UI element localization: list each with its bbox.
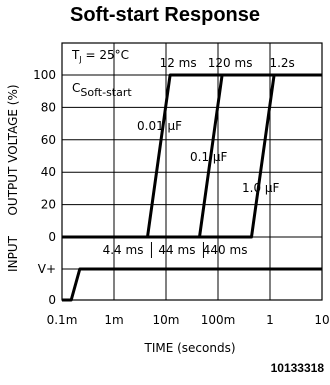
end-time-label: 120 ms (208, 56, 253, 70)
y-tick-label: 80 (41, 100, 56, 114)
x-axis-label: TIME (seconds) (143, 341, 235, 355)
delay-label: 440 ms (203, 243, 248, 257)
input-tick-label: V+ (38, 262, 56, 276)
y-tick-label: 100 (33, 68, 56, 82)
figure-id: 10133318 (270, 361, 324, 375)
y-tick-label: 0 (48, 230, 56, 244)
plot-frame (61, 42, 323, 301)
cap-label: CSoft-start (72, 81, 132, 99)
x-tick-label: 1m (104, 313, 123, 327)
y-tick-label: 40 (41, 165, 56, 179)
x-tick-label: 100m (201, 313, 236, 327)
x-tick-label: 0.1m (47, 313, 78, 327)
y-tick-label: 60 (41, 133, 56, 147)
y-axis-label-output: OUTPUT VOLTAGE (%) (6, 84, 20, 215)
curves (62, 73, 322, 302)
delay-label: 4.4 ms (103, 243, 144, 257)
capacitance-label: 0.01 μF (137, 119, 182, 133)
input-step-curve (62, 267, 322, 302)
tj-label: TJ = 25°C (71, 48, 129, 64)
chart-title: Soft-start Response (69, 4, 261, 26)
grid-lines (62, 43, 322, 300)
x-tick-label: 1 (266, 313, 274, 327)
y-axis-label-input: INPUT (6, 235, 20, 272)
delay-label: 44 ms (158, 243, 195, 257)
output-curve (62, 73, 322, 239)
annotations: 4.4 ms 12 ms 0.01 μF 44 ms 120 ms 0.1 μF 440 m… (103, 56, 295, 258)
input-tick-label: 0 (48, 293, 56, 307)
capacitance-label: 0.1 μF (190, 150, 228, 164)
capacitance-label: 1.0 μF (242, 181, 280, 195)
x-tick-label: 10 (314, 313, 329, 327)
x-tick-label: 10m (153, 313, 180, 327)
end-time-label: 12 ms (160, 56, 197, 70)
y-tick-label: 20 (41, 198, 56, 212)
end-time-label: 1.2s (269, 56, 294, 70)
